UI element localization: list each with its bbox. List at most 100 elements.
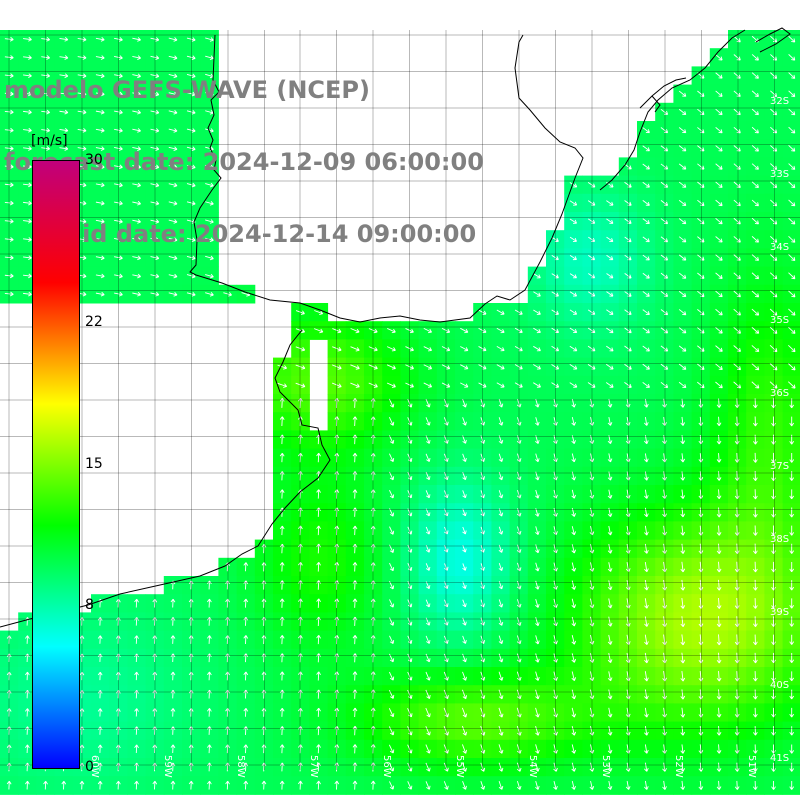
wind-arrow <box>716 707 722 718</box>
wind-arrow <box>789 616 795 627</box>
wind-arrow <box>23 91 32 97</box>
wind-arrow <box>498 417 504 426</box>
wind-arrow <box>279 726 285 736</box>
wind-arrow <box>789 452 795 463</box>
wind-arrow <box>535 526 540 535</box>
wind-arrow <box>150 91 160 97</box>
wind-arrow <box>680 744 686 754</box>
wind-arrow <box>514 382 523 388</box>
wind-arrow <box>186 37 196 42</box>
wind-arrow <box>386 382 396 388</box>
wind-arrow <box>316 452 321 463</box>
wind-arrow <box>425 544 431 553</box>
latitude-label: 36S <box>770 388 789 399</box>
wind-arrow <box>789 634 795 645</box>
wind-arrow <box>134 671 139 681</box>
wind-arrow <box>386 364 396 370</box>
wind-arrow <box>460 382 469 388</box>
wind-arrow <box>23 255 32 261</box>
wind-arrow <box>789 489 795 500</box>
wind-arrow <box>733 163 741 170</box>
wind-arrow <box>170 726 176 735</box>
wind-arrow <box>516 780 522 790</box>
wind-arrow <box>788 163 796 170</box>
wind-arrow <box>186 109 196 115</box>
wind-arrow <box>279 762 285 772</box>
wind-arrow <box>697 90 705 97</box>
latitude-label: 37S <box>770 461 789 472</box>
wind-arrow <box>388 762 395 772</box>
wind-arrow <box>642 236 650 243</box>
wind-arrow <box>425 635 431 644</box>
argentina-coast <box>0 329 331 628</box>
wind-arrow <box>607 762 613 772</box>
wind-arrow <box>168 237 178 242</box>
wind-arrow <box>134 635 139 644</box>
colorbar-tick-15: 15 <box>85 455 103 472</box>
wind-arrow <box>425 453 431 462</box>
wind-arrow <box>733 217 741 225</box>
wind-arrow <box>680 507 686 518</box>
wind-arrow <box>352 416 358 427</box>
wind-arrow <box>680 634 686 646</box>
wind-arrow <box>716 507 722 518</box>
longitude-label: 51W <box>746 755 757 778</box>
wind-arrow <box>95 91 105 97</box>
wind-arrow <box>279 616 285 626</box>
wind-arrow <box>168 37 178 42</box>
wind-arrow <box>715 145 723 152</box>
wind-arrow <box>516 671 522 681</box>
wind-arrow <box>751 181 759 189</box>
wind-arrow <box>535 489 540 499</box>
wind-arrow <box>606 291 614 297</box>
map-gridlines <box>0 30 800 770</box>
wind-arrow <box>150 37 160 42</box>
wind-arrow <box>553 580 558 590</box>
latitude-label: 41S <box>770 753 789 764</box>
wind-arrow <box>389 599 395 608</box>
wind-arrow <box>733 199 741 207</box>
wind-arrow <box>787 381 796 389</box>
wind-arrow <box>789 416 795 427</box>
wind-arrow <box>644 489 649 499</box>
wind-arrow <box>697 163 705 170</box>
wind-arrow <box>186 55 196 60</box>
colorbar-tick-22: 22 <box>85 313 103 330</box>
wind-arrow <box>753 561 758 573</box>
wind-arrow <box>498 599 504 608</box>
wind-arrow <box>642 145 650 152</box>
wind-cell <box>782 84 800 104</box>
wind-arrow <box>680 416 686 426</box>
wind-arrow <box>388 708 395 718</box>
wind-arrow <box>588 254 596 261</box>
wind-arrow <box>571 598 577 609</box>
wind-arrow <box>569 309 578 315</box>
wind-arrow <box>625 780 631 790</box>
wind-arrow <box>789 525 795 536</box>
wind-arrow <box>61 780 67 790</box>
wind-arrow <box>352 598 358 608</box>
grid-labels: 32S 33S 34S 35S 36S 37S 38S 39S 40S 41S 60W 59W 58W 5… <box>89 96 789 778</box>
wind-arrow <box>225 780 230 790</box>
wind-cell <box>782 321 800 340</box>
wind-arrow <box>678 254 687 261</box>
wind-arrow <box>386 346 396 352</box>
wind-arrow <box>789 507 795 518</box>
wind-arrow <box>498 744 504 754</box>
wind-arrow <box>716 671 722 682</box>
wind-arrow <box>243 562 249 572</box>
wind-arrow <box>425 417 431 426</box>
wind-arrow <box>697 145 705 152</box>
wind-arrow <box>279 452 285 463</box>
wind-arrow <box>207 780 212 790</box>
wind-arrow <box>132 219 141 224</box>
wind-arrow <box>769 345 778 353</box>
wind-arrow <box>734 707 740 718</box>
wind-arrow <box>678 363 687 370</box>
wind-arrow <box>716 561 722 573</box>
wind-arrow <box>769 254 778 261</box>
wind-arrow <box>605 363 614 370</box>
wind-arrow <box>715 254 723 261</box>
wind-arrow <box>6 780 12 790</box>
wind-arrow <box>462 545 467 553</box>
